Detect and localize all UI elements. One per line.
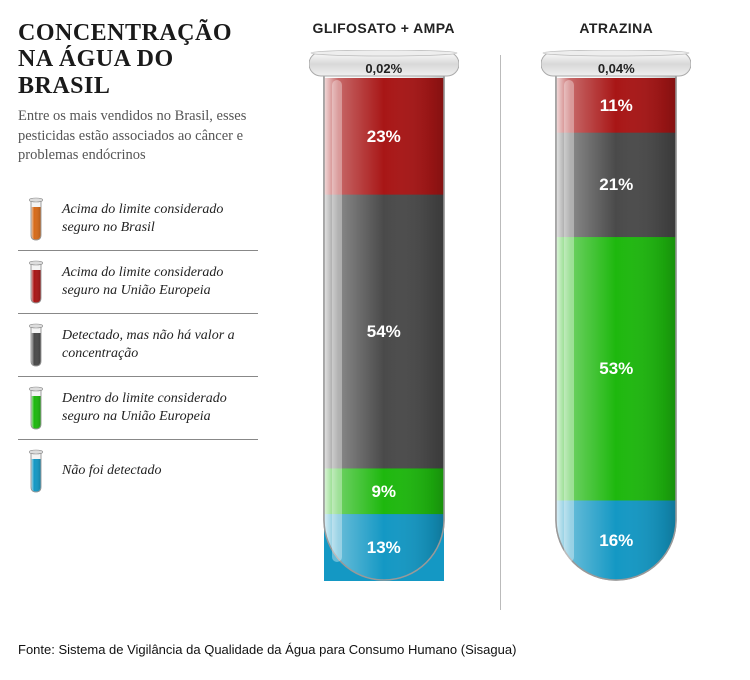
main-container: CONCENTRAÇÃO NA ÁGUA DO BRASIL Entre os … bbox=[18, 20, 732, 630]
legend-label: Detectado, mas não há valor a concentraç… bbox=[54, 327, 258, 362]
chart-title: ATRAZINA bbox=[579, 20, 653, 36]
legend-tube-icon bbox=[18, 323, 54, 367]
charts-area: GLIFOSATO + AMPA 0,02%23%54%9%13% ATRAZI… bbox=[268, 20, 732, 630]
legend-label: Acima do limite considerado seguro no Br… bbox=[54, 201, 258, 236]
legend-label: Não foi detectado bbox=[54, 462, 162, 480]
legend-row: Detectado, mas não há valor a concentraç… bbox=[18, 314, 258, 377]
tube-chart: 0,04%11%21%53%16% bbox=[541, 50, 691, 594]
source-text: Fonte: Sistema de Vigilância da Qualidad… bbox=[18, 642, 732, 657]
legend-tube-icon bbox=[18, 260, 54, 304]
left-column: CONCENTRAÇÃO NA ÁGUA DO BRASIL Entre os … bbox=[18, 20, 268, 630]
chart-title: GLIFOSATO + AMPA bbox=[313, 20, 455, 36]
chart-column-glifosato: GLIFOSATO + AMPA 0,02%23%54%9%13% bbox=[268, 20, 500, 630]
legend: Acima do limite considerado seguro no Br… bbox=[18, 188, 258, 502]
legend-row: Acima do limite considerado seguro no Br… bbox=[18, 188, 258, 251]
legend-row: Acima do limite considerado seguro na Un… bbox=[18, 251, 258, 314]
legend-tube-icon bbox=[18, 449, 54, 493]
legend-label: Dentro do limite considerado seguro na U… bbox=[54, 390, 258, 425]
legend-tube-icon bbox=[18, 197, 54, 241]
legend-tube-icon bbox=[18, 386, 54, 430]
page-title: CONCENTRAÇÃO NA ÁGUA DO BRASIL bbox=[18, 20, 258, 99]
legend-label: Acima do limite considerado seguro na Un… bbox=[54, 264, 258, 299]
legend-row: Dentro do limite considerado seguro na U… bbox=[18, 377, 258, 440]
chart-column-atrazina: ATRAZINA 0,04%11%21%53%16% bbox=[501, 20, 733, 630]
page-subtitle: Entre os mais vendidos no Brasil, esses … bbox=[18, 107, 258, 166]
tube-chart: 0,02%23%54%9%13% bbox=[309, 50, 459, 594]
legend-row: Não foi detectado bbox=[18, 440, 258, 502]
